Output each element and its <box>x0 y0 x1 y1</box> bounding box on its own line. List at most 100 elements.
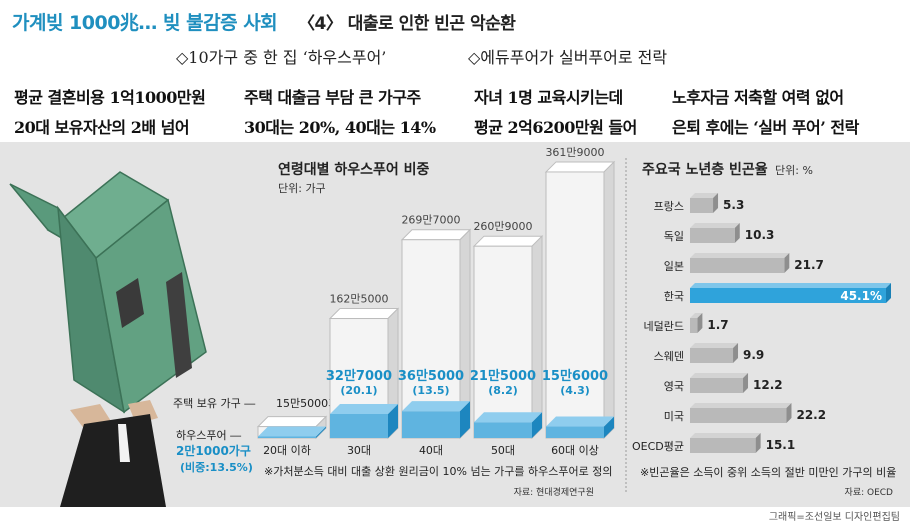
age-bar-2: 30대 162만5000 32만7000(20.1) <box>326 293 400 457</box>
poverty-country-label: 독일 <box>664 229 684 243</box>
own-box-top <box>256 416 328 428</box>
poverty-bar-4: 한국 45.1% <box>664 283 891 303</box>
graphic-credit: 그래픽=조선일보 디자인편집팀 <box>768 512 900 523</box>
poverty-bar-5: 네덜란드 1.7 <box>644 313 729 333</box>
bar-side <box>734 223 740 243</box>
headline-episode-title: 〈4〉 대출로 인한 빈곤 악순환 <box>298 14 516 34</box>
caption-4-line-2: 은퇴 후에는 ‘실버 푸어’ 전락 <box>672 118 859 137</box>
poverty-value-label: 12.2 <box>753 378 783 392</box>
poor-box-front <box>258 436 316 438</box>
poverty-bar-2: 독일 10.3 <box>664 223 775 243</box>
poverty-note: ※빈곤율은 소득이 중위 소득의 절반 미만인 가구의 비율 <box>640 466 896 479</box>
bar-front <box>690 228 735 243</box>
poor-box-side <box>316 426 326 438</box>
bar-top <box>690 373 749 378</box>
bar-front <box>690 198 714 213</box>
poor-box-top <box>402 401 470 412</box>
age-legend-poor-label: 하우스푸어 ― <box>176 428 241 442</box>
subheadline-left: ◇10가구 중 한 집 ‘하우스푸어’ <box>176 48 387 67</box>
poverty-value-label: 9.9 <box>743 348 764 362</box>
age-category-label: 50대 <box>491 444 515 457</box>
poverty-chart-unit: 단위: % <box>775 164 813 177</box>
bar-top <box>690 253 790 258</box>
caption-2-line-2: 30대는 20%, 40대는 14% <box>244 118 436 137</box>
bar-top <box>690 223 740 228</box>
poverty-value-label: 1.7 <box>707 318 728 332</box>
poverty-value-label: 22.2 <box>796 408 826 422</box>
poor-box-front <box>474 422 532 438</box>
header: 가계빚 1000兆… 빚 불감증 사회 〈4〉 대출로 인한 빈곤 악순환 ◇1… <box>0 0 910 140</box>
caption-1-line-2: 20대 보유자산의 2배 넘어 <box>14 118 190 137</box>
bar-side <box>786 403 792 423</box>
bar-side <box>755 433 761 453</box>
poverty-country-label: 프랑스 <box>654 200 684 213</box>
poverty-country-label: 일본 <box>664 259 684 273</box>
age-share-label: (20.1) <box>340 384 377 397</box>
own-box-side <box>531 234 543 440</box>
age-category-label: 40대 <box>419 444 443 457</box>
age-share-label: (13.5) <box>412 384 449 397</box>
age-poor-value-label: 2만1000가구 <box>176 443 251 458</box>
caption-1-line-1: 평균 결혼비용 1억1000만원 <box>14 88 206 107</box>
poor-box-side <box>388 403 398 438</box>
own-box-top <box>472 235 544 247</box>
bar-top <box>690 283 891 288</box>
bar-front <box>690 408 787 423</box>
age-share-label: (4.3) <box>560 384 590 397</box>
poverty-source: 자료: OECD <box>845 487 894 498</box>
bar-front <box>690 318 698 333</box>
age-bar-4: 50대 260만9000 21만5000(8.2) <box>470 220 544 457</box>
poverty-country-label: 네덜란드 <box>644 320 684 333</box>
poverty-country-label: 미국 <box>664 410 684 423</box>
age-poor-value-label: 21만5000 <box>470 368 536 384</box>
poverty-bar-9: OECD평균 15.1 <box>632 433 795 453</box>
own-box-side <box>603 160 615 440</box>
bar-side <box>743 373 749 393</box>
own-box-top <box>544 161 616 173</box>
bar-front <box>690 378 744 393</box>
poverty-bar-1: 프랑스 5.3 <box>654 193 744 213</box>
age-category-label: 30대 <box>347 444 371 457</box>
poor-box-side <box>604 416 614 438</box>
poverty-bar-6: 스웨덴 9.9 <box>654 343 764 363</box>
age-bar-5: 60대 이상 361만9000 15만6000(4.3) <box>542 146 616 457</box>
age-poor-value-label: 32만7000 <box>326 368 392 384</box>
own-box-top <box>328 308 400 320</box>
age-own-value-label: 269만7000 <box>401 214 460 227</box>
poverty-country-label: OECD평균 <box>632 440 684 453</box>
bar-top <box>690 403 792 408</box>
caption-3-line-1: 자녀 1명 교육시키는데 <box>474 88 623 107</box>
age-chart-title: 연령대별 하우스푸어 비중 <box>278 161 430 178</box>
age-own-value-label: 260만9000 <box>473 220 532 233</box>
bar-side <box>733 343 739 363</box>
age-category-label: 60대 이상 <box>551 444 599 457</box>
age-poor-value-label: 36만5000 <box>398 368 464 384</box>
poor-box-side <box>460 401 470 438</box>
age-bar-group: 20대 이하15만5000가구2만1000가구(비중:13.5%)30대162만… <box>176 146 616 474</box>
poverty-value-label: 45.1% <box>840 289 882 303</box>
poverty-value-label: 10.3 <box>745 228 775 242</box>
poor-box-front <box>546 426 604 438</box>
age-poor-value-label: 15만6000 <box>542 368 608 384</box>
poverty-bar-7: 영국 12.2 <box>664 373 783 393</box>
poverty-bar-3: 일본 21.7 <box>664 253 824 273</box>
poor-box-top <box>330 403 398 414</box>
subheadline-right: ◇에듀푸어가 실버푸어로 전락 <box>468 48 668 67</box>
age-own-value-label: 162만5000 <box>329 293 388 306</box>
bar-top <box>690 433 761 438</box>
bar-side <box>713 193 719 213</box>
own-box-front <box>473 245 533 439</box>
caption-4-line-1: 노후자금 저축할 여력 없어 <box>672 88 844 107</box>
bar-front <box>690 438 756 453</box>
age-legend-own-label: 주택 보유 가구 ― <box>173 397 255 410</box>
poverty-value-label: 5.3 <box>723 198 744 212</box>
bar-side <box>697 313 703 333</box>
age-note: ※가처분소득 대비 대출 상환 원리금이 10% 넘는 가구를 하우스푸어로 정… <box>264 464 613 478</box>
own-box-top <box>400 229 472 241</box>
poor-box-top <box>258 426 326 437</box>
bar-top <box>690 313 703 318</box>
poor-box-top <box>474 412 542 423</box>
infographic-graphics: 연령대별 하우스푸어 비중 단위: 가구 20대 이하15만5000가구2만10… <box>9 146 896 507</box>
caption-3-line-2: 평균 2억6200만원 들어 <box>474 118 637 137</box>
age-own-value-label: 361만9000 <box>545 146 604 159</box>
